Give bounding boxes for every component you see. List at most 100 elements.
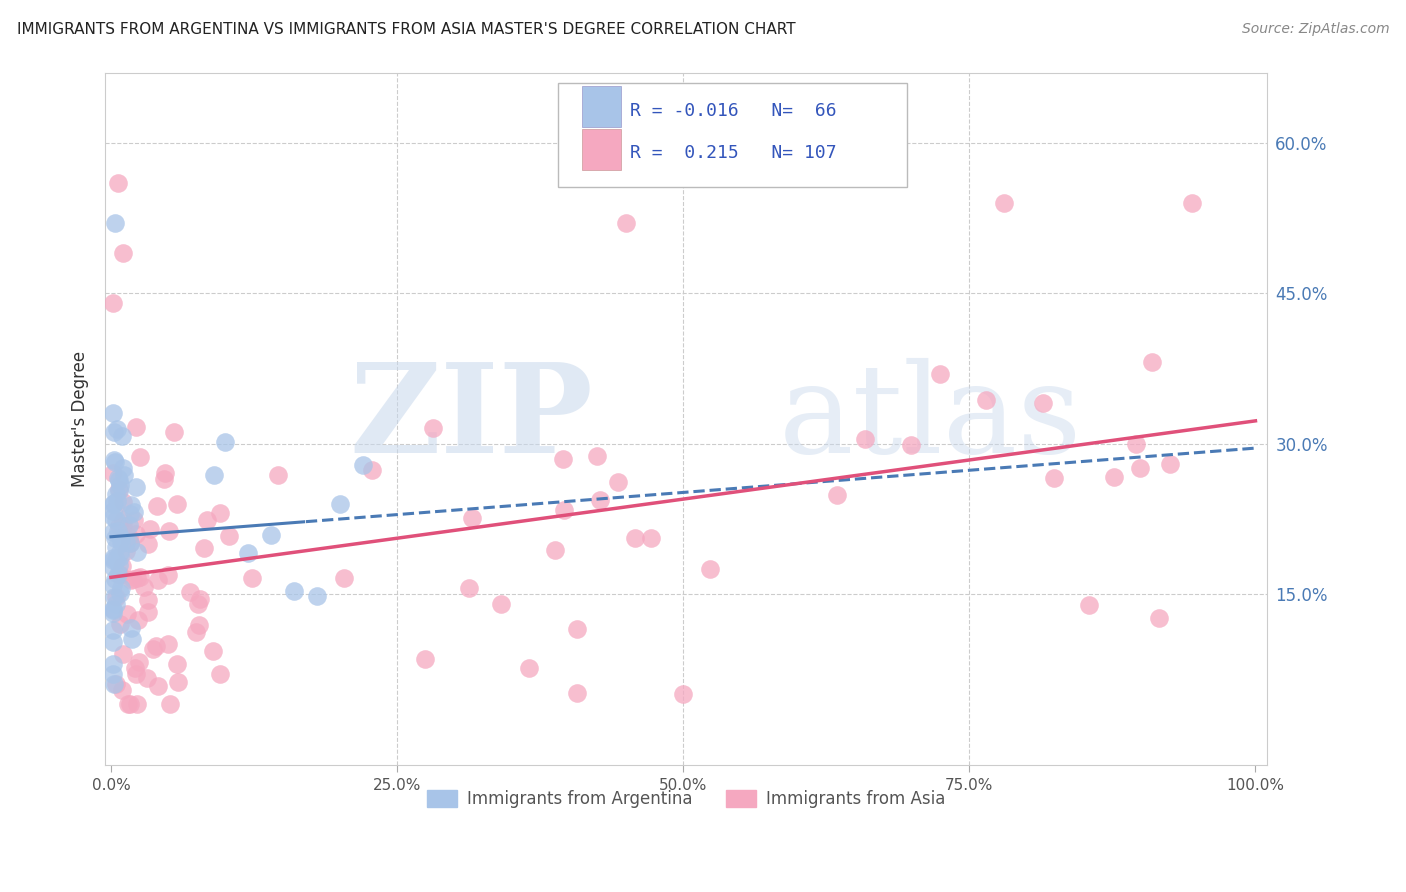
Point [117,698,139,712]
Point [105,422,128,436]
Point [107,567,129,582]
Point [107,482,129,496]
Point [153,472,176,486]
Point [413,652,436,666]
Point [107,484,129,499]
Point [111,495,134,509]
Point [105,487,128,501]
Point [240,571,263,585]
Point [166,497,188,511]
Point [1125,436,1147,450]
Point [125,480,148,494]
Point [115,607,138,621]
Point [107,524,129,538]
Point [118,698,141,712]
Point [124,419,146,434]
Point [105,676,128,690]
Text: ZIP: ZIP [349,359,593,479]
Point [136,537,159,551]
Point [128,570,150,584]
Point [103,635,125,649]
FancyBboxPatch shape [558,83,907,187]
Legend: Immigrants from Argentina, Immigrants from Asia: Immigrants from Argentina, Immigrants fr… [420,783,952,815]
Point [283,583,305,598]
Point [166,657,188,672]
Point [103,453,125,467]
Point [188,617,211,632]
Point [1181,196,1204,211]
Point [104,455,127,469]
Point [672,687,695,701]
Point [827,487,849,501]
Point [103,667,125,681]
Point [127,613,149,627]
Point [1140,355,1163,369]
Point [103,602,125,616]
Point [118,535,141,549]
Point [1159,457,1181,471]
Point [103,406,125,420]
Point [586,450,609,464]
Point [124,527,146,541]
Point [163,425,186,440]
Point [260,528,283,542]
Point [136,605,159,619]
Point [104,216,127,230]
Point [108,519,131,533]
Point [105,494,128,508]
Point [1149,611,1171,625]
Point [120,498,142,512]
Point [329,497,352,511]
Point [142,641,165,656]
Point [305,589,328,603]
Point [108,617,131,632]
Point [360,463,382,477]
Point [332,571,354,585]
Point [640,532,662,546]
Point [184,624,207,639]
Point [110,581,132,595]
Point [202,468,225,483]
Point [103,623,125,637]
Point [103,510,125,524]
Point [195,513,218,527]
Point [190,591,212,606]
Text: atlas: atlas [779,359,1083,479]
Point [105,513,128,527]
Point [104,590,127,604]
Point [121,632,143,646]
Point [202,644,225,658]
Point [179,585,201,599]
Point [104,572,127,586]
Point [214,435,236,450]
FancyBboxPatch shape [582,86,621,127]
Point [238,546,260,560]
Point [167,675,190,690]
Point [209,506,232,520]
Point [489,598,512,612]
Point [1129,461,1152,475]
Point [974,392,997,407]
Point [121,621,143,635]
Point [136,592,159,607]
Point [132,580,155,594]
Point [122,505,145,519]
Point [118,507,141,521]
Point [107,473,129,487]
Point [159,697,181,711]
Point [148,573,170,587]
Point [103,498,125,512]
Point [157,524,180,538]
Point [103,606,125,620]
Point [108,586,131,600]
Text: R = -0.016   N=  66: R = -0.016 N= 66 [630,102,837,120]
Point [157,567,180,582]
Point [218,528,240,542]
Point [146,499,169,513]
Point [122,572,145,586]
Point [565,622,588,636]
Point [103,578,125,592]
Point [422,420,444,434]
Text: R =  0.215   N= 107: R = 0.215 N= 107 [630,144,837,161]
Point [111,558,134,573]
